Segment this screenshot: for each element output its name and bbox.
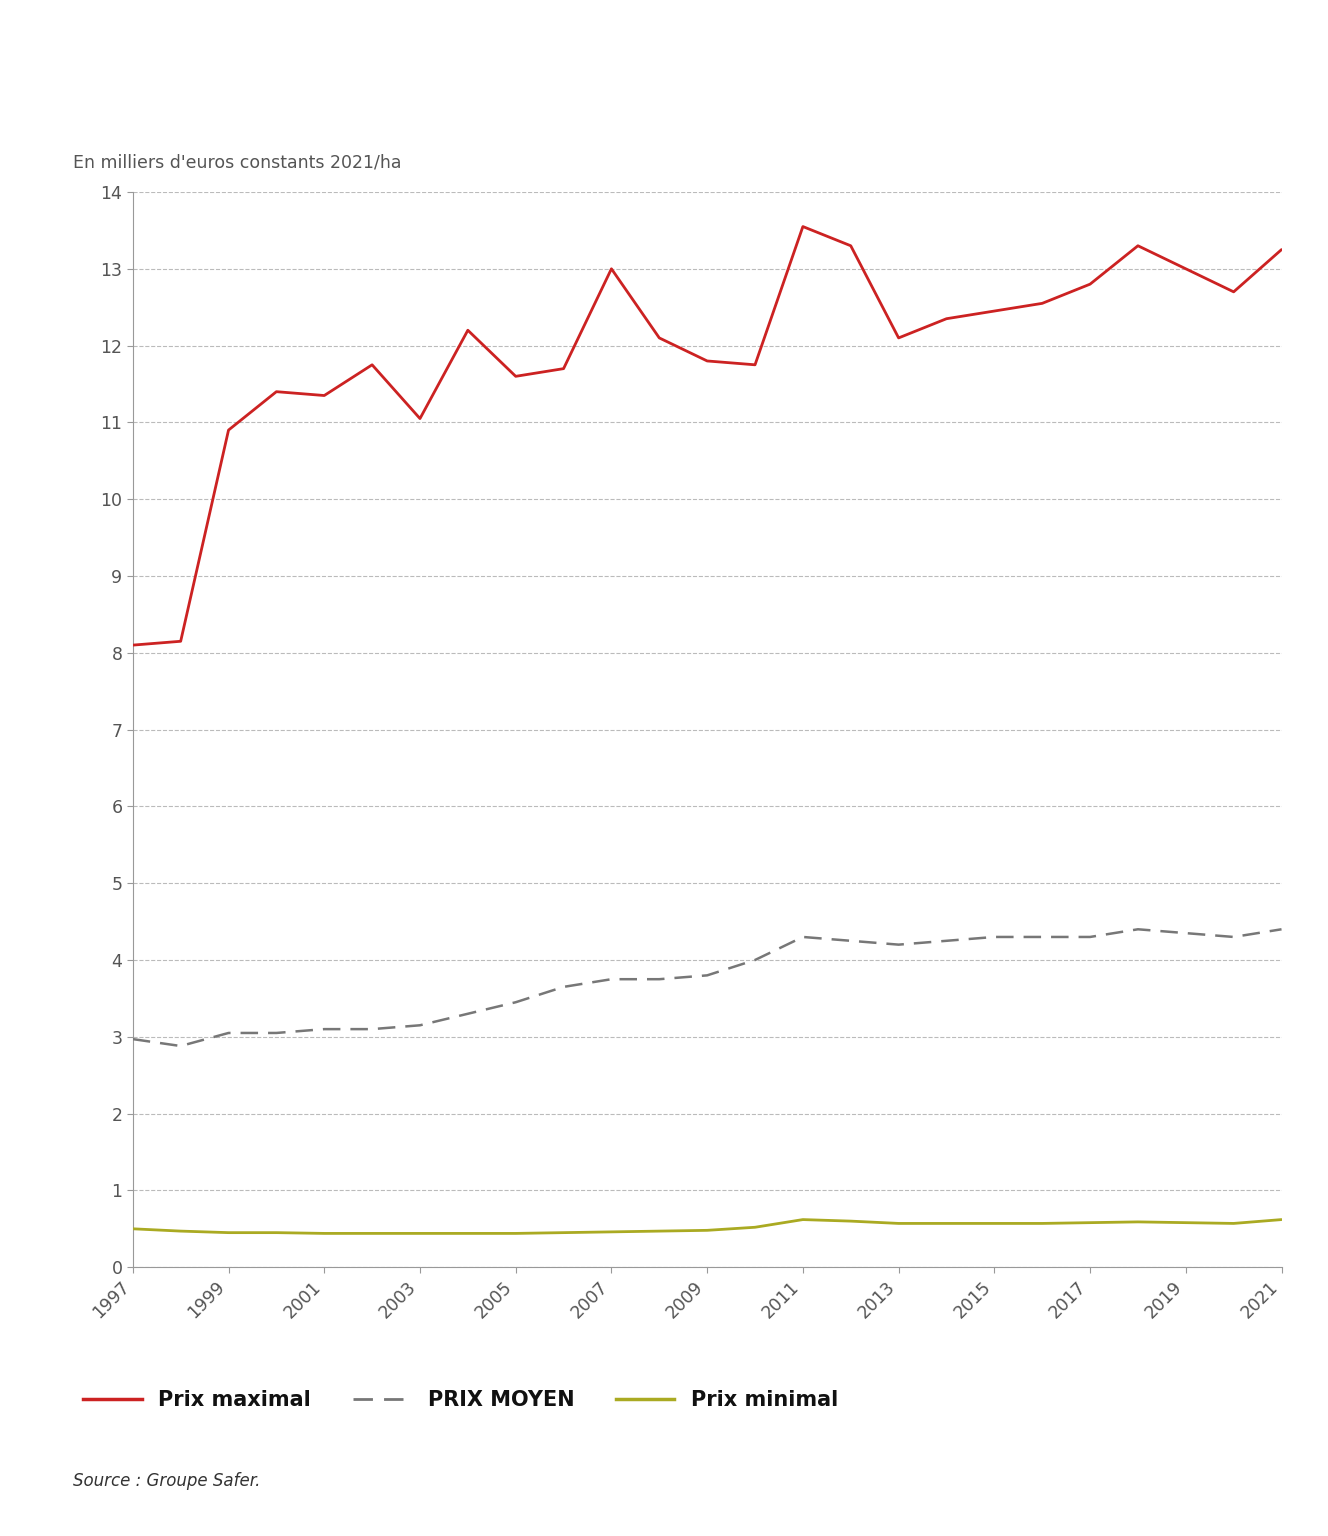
Legend: Prix maximal, PRIX MOYEN, Prix minimal: Prix maximal, PRIX MOYEN, Prix minimal xyxy=(84,1390,838,1410)
Text: Evolution du prix des forêts entre 1997 et 2021: Evolution du prix des forêts entre 1997 … xyxy=(77,55,858,86)
Text: En milliers d'euros constants 2021/ha: En milliers d'euros constants 2021/ha xyxy=(73,154,401,172)
Text: Source : Groupe Safer.: Source : Groupe Safer. xyxy=(73,1471,260,1490)
